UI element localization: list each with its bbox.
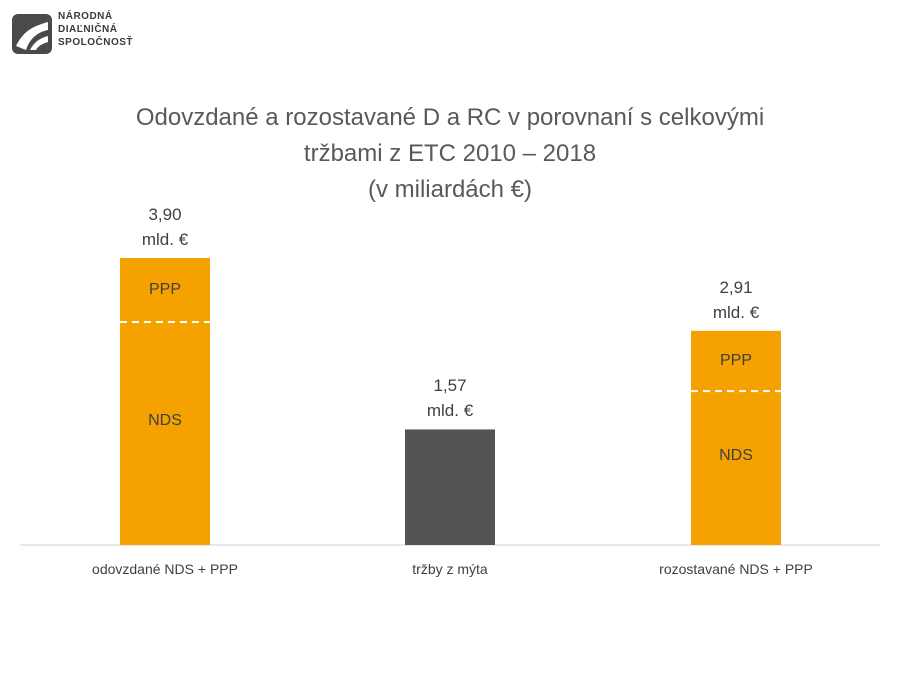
logo-text: NÁRODNÁ DIAĽNIČNÁ SPOLOČNOSŤ <box>58 11 134 48</box>
value-label: 1,57 mld. € <box>426 376 474 421</box>
segment-label: PPP <box>719 352 753 369</box>
bar <box>691 330 781 545</box>
chart-title: Odovzdané a rozostavané D a RC v porovna… <box>135 104 765 203</box>
segment-label: NDS <box>148 412 182 430</box>
segment-label: PPP <box>148 280 182 298</box>
logo-icon <box>12 14 52 54</box>
segment-label: NDS <box>719 447 753 465</box>
x-tick-label: odovzdané NDS + PPP <box>92 561 238 577</box>
x-tick-label: rozostavané NDS + PPP <box>659 561 813 577</box>
bar <box>405 429 495 545</box>
value-label: 2,91 mld. € <box>712 277 760 322</box>
value-label: 3,90 mld. € <box>141 204 189 249</box>
bar <box>120 257 210 545</box>
x-tick-label: tržby z mýta <box>412 561 488 577</box>
